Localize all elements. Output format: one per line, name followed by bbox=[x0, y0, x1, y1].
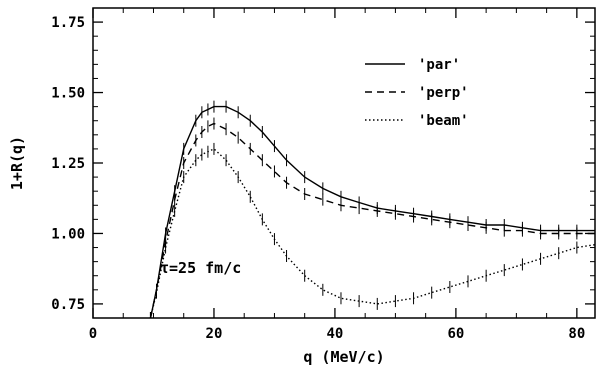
x-axis-title: q (MeV/c) bbox=[303, 348, 384, 366]
series-line-solid bbox=[149, 105, 595, 318]
legend: 'par' 'perp' 'beam' bbox=[365, 57, 469, 129]
y-tick-label: 1.75 bbox=[51, 15, 85, 31]
y-axis-title: 1+R(q) bbox=[8, 136, 26, 190]
x-tick-label: 60 bbox=[447, 326, 464, 342]
legend-label: 'par' bbox=[418, 57, 460, 73]
tau-annotation: τ=25 fm/c bbox=[160, 259, 241, 277]
legend-label: 'perp' bbox=[418, 85, 469, 101]
series-layer bbox=[149, 100, 595, 318]
x-tick-label: 20 bbox=[206, 326, 223, 342]
y-tick-label: 1.25 bbox=[51, 156, 85, 172]
y-tick-label: 1.00 bbox=[51, 226, 85, 242]
x-tick-label: 0 bbox=[89, 326, 97, 342]
tick-labels: 0 20 40 60 80 0.75 1.00 1.25 1.50 1.75 bbox=[51, 15, 585, 342]
x-tick-label: 80 bbox=[568, 326, 585, 342]
x-tick-label: 40 bbox=[326, 326, 343, 342]
series-line-dotted bbox=[149, 148, 595, 318]
y-tick-label: 0.75 bbox=[51, 297, 85, 313]
legend-label: 'beam' bbox=[418, 113, 469, 129]
y-tick-label: 1.50 bbox=[51, 86, 85, 102]
series-line-dashed bbox=[149, 122, 595, 318]
